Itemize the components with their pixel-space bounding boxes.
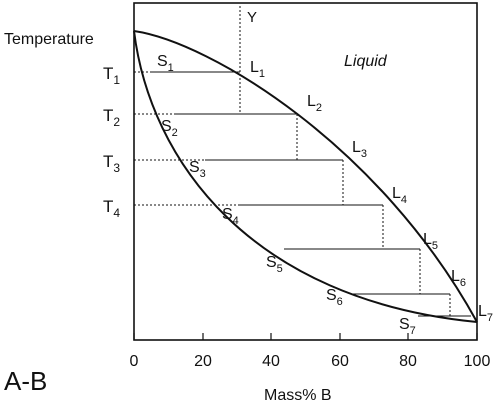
l7-label: L7 xyxy=(478,303,493,324)
solidus-curve xyxy=(133,30,478,323)
tick-label-60: 60 xyxy=(331,353,349,370)
s7-label: S7 xyxy=(399,316,416,337)
t2-label: T2 xyxy=(103,106,120,129)
t3-label: T3 xyxy=(103,152,120,175)
s5-label: S5 xyxy=(266,254,283,275)
l5-label: L5 xyxy=(423,231,438,252)
s3-label: S3 xyxy=(189,159,206,180)
x-axis-title: Mass% B xyxy=(264,387,332,404)
l2-label: L2 xyxy=(307,93,322,114)
composition-marker-label: Y xyxy=(247,9,257,26)
s1-label: S1 xyxy=(157,53,174,74)
system-label: A-B xyxy=(4,366,47,396)
s4-label: S4 xyxy=(222,206,239,227)
l3-label: L3 xyxy=(352,139,367,160)
tick-label-0: 0 xyxy=(130,353,139,370)
liquid-region-label: Liquid xyxy=(344,53,388,70)
plot-frame xyxy=(133,2,478,341)
t1-label: T1 xyxy=(103,64,120,87)
t4-label: T4 xyxy=(103,197,120,220)
s6-label: S6 xyxy=(326,287,343,308)
l6-label: L6 xyxy=(451,268,466,289)
l1-label: L1 xyxy=(250,59,265,80)
tick-label-100: 100 xyxy=(464,353,491,370)
tick-label-80: 80 xyxy=(399,353,417,370)
x-ticks xyxy=(133,333,478,340)
tick-label-20: 20 xyxy=(194,353,212,370)
liquidus-curve xyxy=(133,30,478,323)
tick-label-40: 40 xyxy=(262,353,280,370)
y-axis-title: Temperature xyxy=(4,31,94,48)
l4-label: L4 xyxy=(392,185,407,206)
s2-label: S2 xyxy=(161,118,178,139)
